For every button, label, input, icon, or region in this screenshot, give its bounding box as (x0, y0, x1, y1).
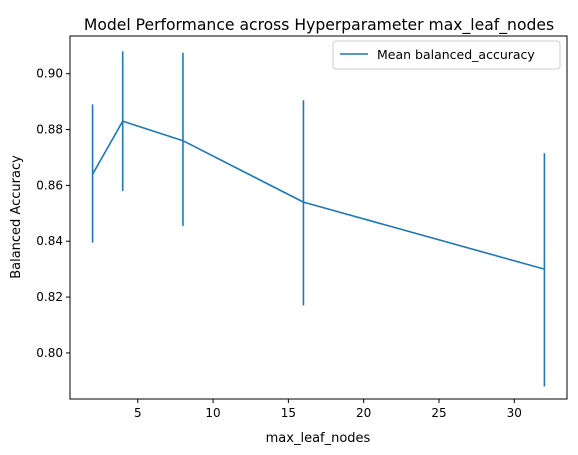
x-tick-label: 20 (356, 406, 371, 420)
y-tick-label: 0.86 (36, 178, 63, 192)
plot-frame (69, 35, 568, 400)
series-line (91, 120, 545, 270)
y-tick-label: 0.88 (36, 123, 63, 137)
x-tick-label: 25 (431, 406, 446, 420)
x-tick-label: 10 (205, 406, 220, 420)
y-axis: 0.80 0.82 0.84 0.86 0.88 0.90 (36, 67, 70, 360)
legend: Mean balanced_accuracy (332, 40, 561, 70)
y-tick-label: 0.84 (36, 234, 63, 248)
x-tick-label: 15 (281, 406, 296, 420)
x-tick-label: 30 (507, 406, 522, 420)
y-tick-label: 0.82 (36, 290, 63, 304)
x-tick-label: 5 (134, 406, 142, 420)
x-axis: 5 10 15 20 25 30 (134, 399, 522, 420)
legend-box (332, 40, 561, 70)
legend-label: Mean balanced_accuracy (377, 47, 535, 62)
y-axis-label: Balanced Accuracy (9, 155, 24, 279)
x-axis-label: max_leaf_nodes (266, 431, 371, 446)
plot-layer (91, 51, 546, 387)
y-tick-label: 0.80 (36, 346, 63, 360)
y-tick-label: 0.90 (36, 67, 63, 81)
chart-title: Model Performance across Hyperparameter … (84, 16, 554, 35)
